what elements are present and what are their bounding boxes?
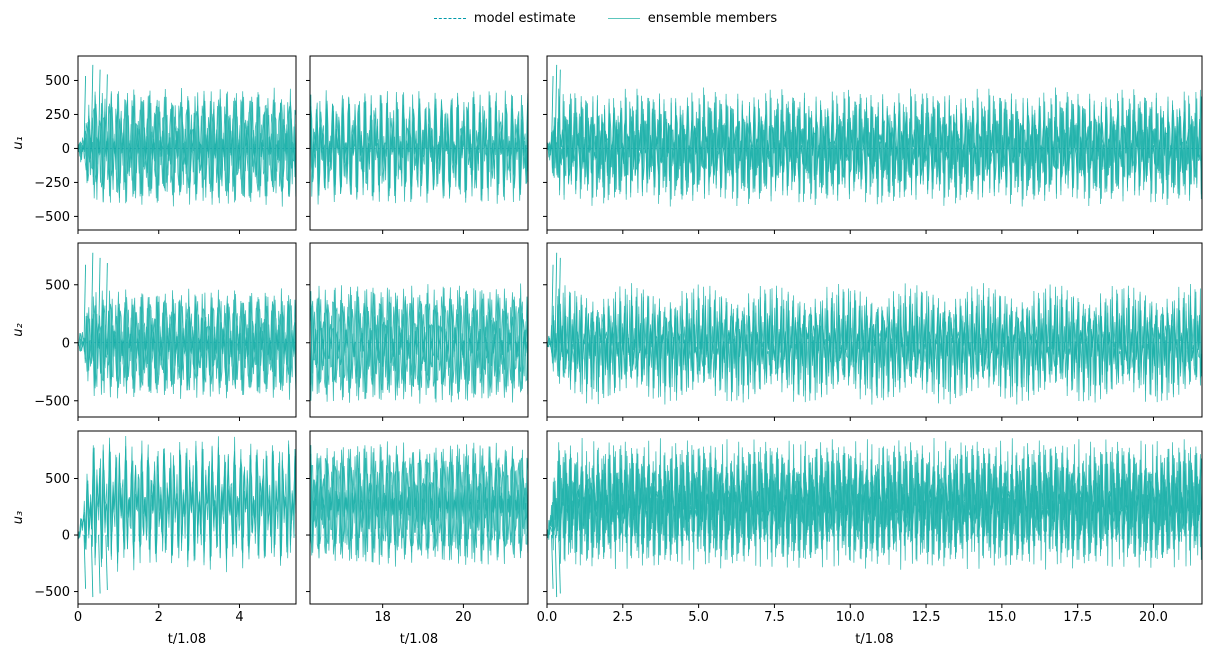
ensemble-member-line xyxy=(547,437,1202,570)
y-tick-label: −250 xyxy=(34,176,70,191)
x-axis-label: t/1.08 xyxy=(855,632,893,647)
axes-frame xyxy=(77,430,297,605)
ensemble-member-line xyxy=(310,448,528,560)
y-tick-label: 500 xyxy=(45,472,70,487)
y-axis-label: u₃ xyxy=(11,511,26,524)
ensemble-traces xyxy=(78,252,296,400)
ensemble-traces xyxy=(310,90,528,205)
axes-frame xyxy=(546,242,1203,418)
legend: model estimate ensemble members xyxy=(0,11,1211,26)
y-tick-label: 500 xyxy=(45,74,70,89)
y-tick-label: 0 xyxy=(62,142,70,157)
x-axis-label: t/1.08 xyxy=(400,632,438,647)
axes-frame xyxy=(309,430,529,605)
x-tick-label: 18 xyxy=(374,610,391,625)
subplot-r0-c0: −500 −250 0 250 500 u₁ xyxy=(11,55,297,234)
transient-spike xyxy=(554,535,558,598)
x-tick-label: 0.0 xyxy=(537,610,558,625)
x-tick-label: 20 xyxy=(455,610,472,625)
ensemble-traces xyxy=(78,64,296,207)
axes-frame xyxy=(546,430,1203,605)
transient-spike xyxy=(554,252,558,343)
transient-spike xyxy=(105,74,108,149)
subplot-r2-c1: 18 20 t/1.08 xyxy=(306,430,529,647)
legend-swatch-dashed xyxy=(433,18,466,19)
transient-spike xyxy=(558,257,561,343)
y-tick-label: 500 xyxy=(45,278,70,293)
x-tick-label: 4 xyxy=(235,610,243,625)
transient-spike xyxy=(105,263,108,343)
x-tick-label: 0 xyxy=(74,610,82,625)
y-tick-label: −500 xyxy=(34,210,70,225)
transient-spike xyxy=(98,257,101,343)
x-tick-label: 2.5 xyxy=(612,610,633,625)
ensemble-member-line xyxy=(310,283,528,404)
ensemble-member-line xyxy=(547,92,1202,202)
axes-frame xyxy=(309,242,529,418)
transient-spike xyxy=(558,535,561,594)
subplot-r1-c0: −500 0 500 u₂ xyxy=(11,242,297,421)
ensemble-member-line xyxy=(78,89,296,205)
ensemble-member-line xyxy=(78,447,296,560)
axes-frame xyxy=(77,55,297,231)
x-tick-label: 5.0 xyxy=(688,610,709,625)
transient-spike xyxy=(551,75,554,149)
transient-spike xyxy=(98,69,101,149)
x-axis-label: t/1.08 xyxy=(168,632,206,647)
transient-spike xyxy=(83,264,87,343)
y-axis-label: u₂ xyxy=(11,323,26,336)
subplot-r1-c2 xyxy=(543,242,1203,421)
y-tick-label: −500 xyxy=(34,394,70,409)
ensemble-traces xyxy=(310,441,528,567)
transient-spike xyxy=(554,64,558,149)
transient-spike xyxy=(558,69,561,149)
transient-spike xyxy=(90,535,94,598)
x-tick-label: 2 xyxy=(155,610,163,625)
transient-spike xyxy=(551,535,554,589)
y-tick-label: −500 xyxy=(34,585,70,600)
y-tick-label: 0 xyxy=(62,529,70,544)
x-tick-label: 17.5 xyxy=(1063,610,1092,625)
ensemble-traces xyxy=(547,252,1202,405)
legend-item-ensemble-members: ensemble members xyxy=(607,11,778,26)
axes-frame xyxy=(546,55,1203,231)
x-tick-label: 12.5 xyxy=(912,610,941,625)
axes-frame xyxy=(77,242,297,418)
subplot-r2-c2: 0.0 2.5 5.0 7.5 10.0 12.5 15.0 17.5 20.0 t/1.08 xyxy=(537,430,1203,647)
transient-spike xyxy=(83,75,87,149)
y-tick-label: 250 xyxy=(45,108,70,123)
legend-label: ensemble members xyxy=(647,11,778,26)
ensemble-member-line xyxy=(547,286,1202,401)
legend-item-model-estimate: model estimate xyxy=(433,11,576,26)
transient-spike xyxy=(105,535,108,590)
subplot-r0-c1 xyxy=(306,55,529,234)
ensemble-member-line xyxy=(78,292,296,395)
y-tick-label: 0 xyxy=(62,336,70,351)
x-tick-label: 10.0 xyxy=(836,610,865,625)
transient-spike xyxy=(90,64,94,149)
ensemble-member-line xyxy=(78,435,296,573)
ensemble-traces xyxy=(78,435,296,598)
subplot-r2-c0: 0 2 4 −500 0 500 t/1.08 u₃ xyxy=(11,430,297,647)
transient-spike xyxy=(98,535,101,594)
ensemble-traces xyxy=(547,437,1202,598)
ensemble-member-line xyxy=(310,90,528,205)
x-tick-label: 20.0 xyxy=(1139,610,1168,625)
y-axis-label: u₁ xyxy=(11,136,26,149)
transient-spike xyxy=(551,264,554,343)
ensemble-traces xyxy=(310,283,528,404)
transient-spike xyxy=(83,535,87,589)
subplot-r1-c1 xyxy=(306,242,529,421)
ensemble-member-line xyxy=(310,293,528,395)
ensemble-traces xyxy=(547,64,1202,207)
legend-swatch-solid xyxy=(607,18,640,19)
transient-spike xyxy=(90,252,94,343)
subplot-r0-c2 xyxy=(543,55,1203,234)
legend-label: model estimate xyxy=(473,11,576,26)
x-tick-label: 7.5 xyxy=(764,610,785,625)
x-tick-label: 15.0 xyxy=(987,610,1016,625)
axes-frame xyxy=(309,55,529,231)
